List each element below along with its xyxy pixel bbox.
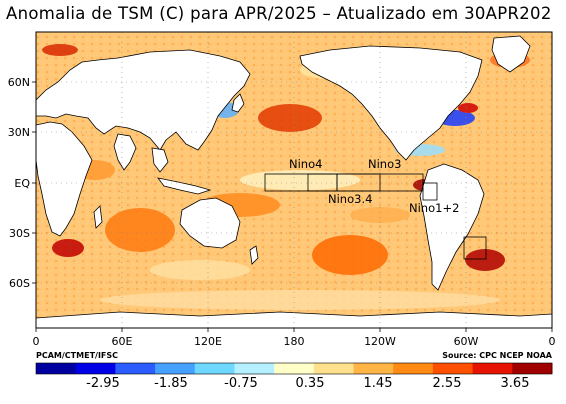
- colorbar-label: -0.75: [224, 376, 258, 391]
- xtick-label: 60W: [453, 335, 479, 348]
- tick-marks: [32, 81, 553, 332]
- ytick-label: EQ: [14, 177, 30, 190]
- xtick-label: 0: [32, 335, 40, 348]
- ytick-label: 60N: [7, 76, 30, 89]
- graticule: [36, 32, 552, 328]
- credit-left: PCAM/CTMET/IFSC: [36, 351, 119, 360]
- colorbar-swatch: [313, 363, 355, 374]
- region-label-nino3: Nino3: [368, 157, 401, 171]
- colorbar-label: -1.85: [154, 376, 188, 391]
- nino3-box: [336, 173, 424, 192]
- colorbar-swatch: [36, 363, 77, 374]
- credit-right: Source: CPC NCEP NOAA: [442, 351, 552, 360]
- colorbar-label: 1.45: [363, 376, 393, 391]
- colorbar-label: -2.95: [86, 376, 120, 391]
- colorbar-swatch: [353, 363, 394, 374]
- colorbar-swatch: [75, 363, 116, 374]
- colorbar-swatch: [234, 363, 275, 374]
- ytick-label: 30S: [9, 227, 30, 240]
- region-label-nino4: Nino4: [289, 157, 322, 171]
- nino12-box: [422, 182, 438, 201]
- colorbar-swatch: [155, 363, 196, 374]
- colorbar: [35, 362, 553, 375]
- colorbar-swatch: [432, 363, 474, 374]
- region-label-nino12: Nino1+2: [409, 201, 459, 215]
- colorbar-swatch: [194, 363, 235, 374]
- south-atlantic-box: [463, 236, 487, 260]
- colorbar-swatch: [512, 363, 553, 374]
- colorbar-swatch: [115, 363, 156, 374]
- xtick-label: 60E: [111, 335, 133, 348]
- map-title: Anomalia de TSM (C) para APR/2025 – Atua…: [6, 4, 552, 23]
- xtick-label: 180: [283, 335, 305, 348]
- colorbar-frame: [35, 362, 553, 375]
- ytick-label: 30N: [7, 126, 30, 139]
- colorbar-label: 3.65: [500, 376, 530, 391]
- xtick-label: 0: [548, 335, 556, 348]
- xtick-label: 120E: [194, 335, 222, 348]
- colorbar-swatch: [393, 363, 434, 374]
- anomaly-field: [36, 32, 552, 328]
- colorbar-swatch: [472, 363, 513, 374]
- xtick-label: 120W: [364, 335, 396, 348]
- colorbar-swatch: [274, 363, 315, 374]
- ytick-label: 60S: [9, 277, 30, 290]
- nino-boxes: [264, 173, 487, 260]
- colorbar-label: 2.55: [432, 376, 462, 391]
- region-label-nino34: Nino3.4: [328, 192, 372, 206]
- land: [36, 35, 552, 328]
- colorbar-label: 0.35: [295, 376, 325, 391]
